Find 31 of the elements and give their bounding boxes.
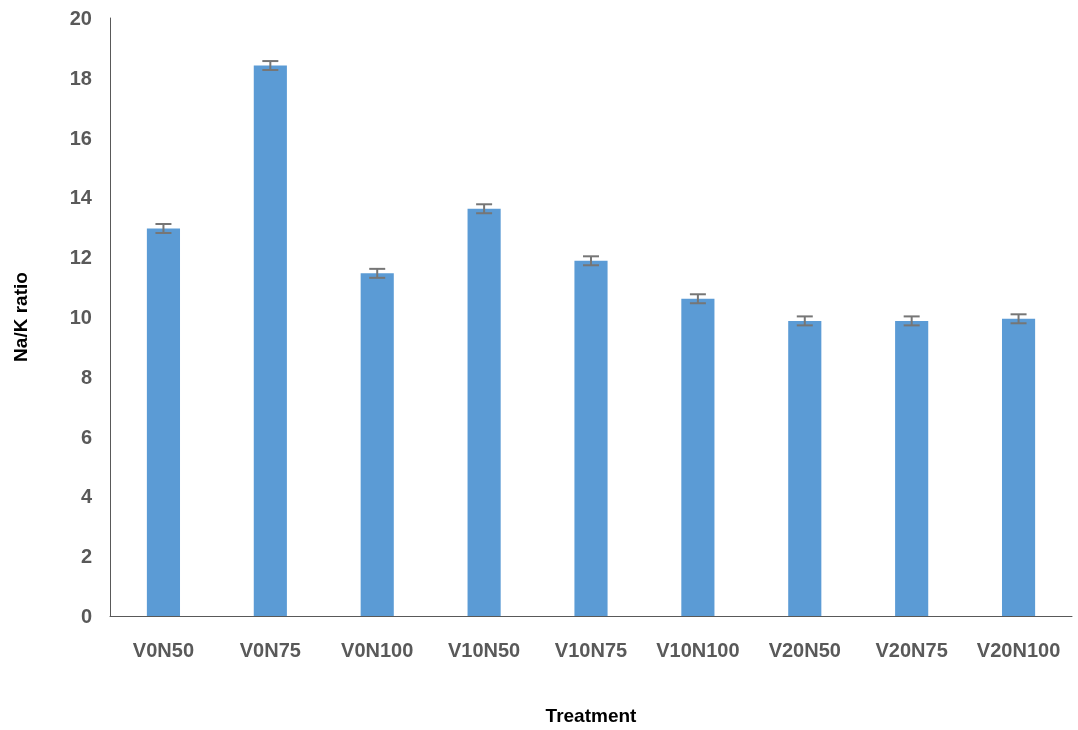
bar [360, 273, 394, 616]
y-tick-label: 16 [69, 126, 92, 149]
y-tick-label: 18 [69, 66, 92, 89]
bar [681, 298, 715, 616]
bar [1001, 318, 1036, 616]
x-tick-label: V0N75 [239, 639, 301, 661]
x-axis-title: Treatment [545, 705, 638, 726]
bar [467, 208, 501, 616]
bar [146, 228, 181, 616]
x-tick-label: V20N50 [768, 639, 841, 661]
y-tick-label: 8 [80, 365, 92, 388]
bar [788, 320, 822, 616]
x-tick-label: V10N100 [656, 639, 740, 661]
bar [253, 65, 287, 616]
y-tick-label: 4 [80, 485, 93, 508]
bar [895, 320, 929, 616]
y-tick-label: 0 [80, 605, 92, 627]
x-tick-label: V0N50 [132, 639, 195, 661]
y-tick-label: 12 [69, 246, 92, 269]
y-tick-label: 6 [80, 425, 92, 448]
y-tick-label: 10 [69, 306, 92, 328]
x-tick-label: V10N75 [554, 639, 628, 661]
y-tick-label: 20 [69, 7, 92, 29]
bar [574, 260, 608, 616]
y-tick-label: 14 [69, 186, 93, 209]
x-tick-label: V10N50 [447, 639, 521, 661]
x-tick-label: V0N100 [341, 639, 414, 661]
y-tick-label: 2 [80, 545, 92, 568]
y-axis-title: Na/K ratio [10, 272, 31, 362]
x-tick-label: V20N75 [875, 639, 948, 661]
x-tick-label: V20N100 [976, 639, 1061, 661]
